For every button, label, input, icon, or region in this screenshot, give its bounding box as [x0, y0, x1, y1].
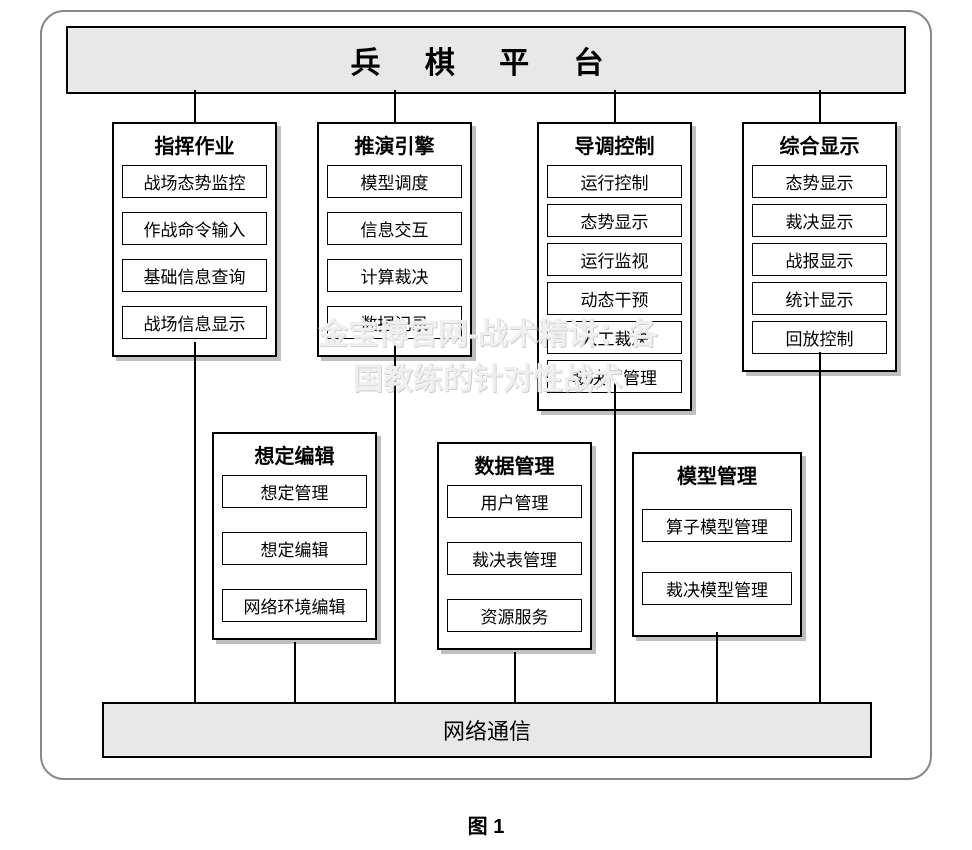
module-item: 战场态势监控 — [122, 165, 267, 198]
module-item: 模型调度 — [327, 165, 462, 198]
connector — [819, 90, 821, 122]
connector — [614, 382, 616, 714]
module-item: 用户管理 — [447, 485, 582, 518]
connector — [194, 342, 196, 714]
module-item: 信息交互 — [327, 212, 462, 245]
connector — [394, 342, 396, 714]
module-title: 想定编辑 — [222, 440, 367, 469]
diagram-title: 兵 棋 平 台 — [66, 26, 906, 94]
connector — [614, 90, 616, 122]
module-item: 计算裁决 — [327, 259, 462, 292]
connector — [194, 90, 196, 122]
module-title: 指挥作业 — [122, 130, 267, 159]
module-item: 算子模型管理 — [642, 509, 792, 542]
connector — [819, 352, 821, 714]
module-item: 裁决模型管理 — [642, 572, 792, 605]
module-box: 导调控制 运行控制 态势显示 运行监视 动态干预 人工裁决 裁决厂管理 — [537, 122, 692, 411]
module-item: 运行监视 — [547, 243, 682, 276]
module-box: 综合显示 态势显示 裁决显示 战报显示 统计显示 回放控制 — [742, 122, 897, 372]
module-box: 模型管理 算子模型管理 裁决模型管理 — [632, 452, 802, 637]
module-title: 导调控制 — [547, 130, 682, 159]
module-item: 裁决显示 — [752, 204, 887, 237]
module-box: 指挥作业 战场态势监控 作战命令输入 基础信息查询 战场信息显示 — [112, 122, 277, 357]
connector — [394, 90, 396, 122]
module-box: 数据管理 用户管理 裁决表管理 资源服务 — [437, 442, 592, 650]
figure-caption: 图 1 — [0, 810, 972, 839]
module-item: 战报显示 — [752, 243, 887, 276]
module-box: 推演引擎 模型调度 信息交互 计算裁决 数据记录 — [317, 122, 472, 357]
module-item: 统计显示 — [752, 282, 887, 315]
module-title: 数据管理 — [447, 450, 582, 479]
module-item: 想定编辑 — [222, 532, 367, 565]
module-item: 动态干预 — [547, 282, 682, 315]
module-title: 综合显示 — [752, 130, 887, 159]
module-item: 态势显示 — [752, 165, 887, 198]
diagram-frame: 兵 棋 平 台 指挥作业 战场态势监控 作战命令输入 基础信息查询 战场信息显示… — [40, 10, 932, 780]
module-item: 基础信息查询 — [122, 259, 267, 292]
module-item: 战场信息显示 — [122, 306, 267, 339]
diagram-footer: 网络通信 — [102, 702, 872, 758]
module-title: 模型管理 — [642, 460, 792, 489]
module-item: 作战命令输入 — [122, 212, 267, 245]
module-item: 回放控制 — [752, 321, 887, 354]
module-item: 数据记录 — [327, 306, 462, 339]
module-box: 想定编辑 想定管理 想定编辑 网络环境编辑 — [212, 432, 377, 640]
module-item: 态势显示 — [547, 204, 682, 237]
module-item: 运行控制 — [547, 165, 682, 198]
module-title: 推演引擎 — [327, 130, 462, 159]
module-item: 想定管理 — [222, 475, 367, 508]
module-item: 资源服务 — [447, 599, 582, 632]
module-item: 人工裁决 — [547, 321, 682, 354]
module-item: 裁决表管理 — [447, 542, 582, 575]
module-item: 网络环境编辑 — [222, 589, 367, 622]
